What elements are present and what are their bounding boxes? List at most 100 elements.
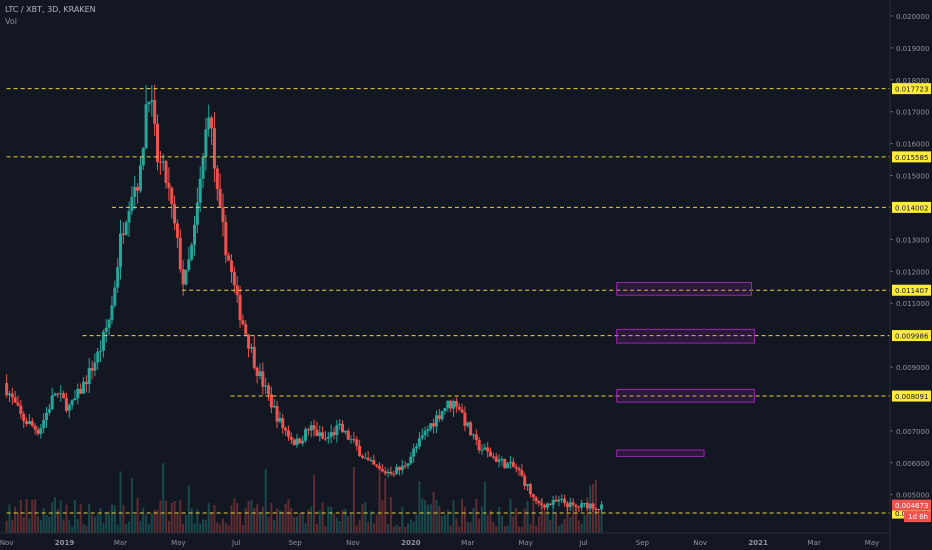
volume-bar: [600, 506, 603, 533]
candle-body: [138, 165, 142, 191]
volume-bar: [381, 500, 384, 533]
volume-bar: [392, 526, 395, 533]
candle-body: [73, 398, 77, 401]
candle-body: [278, 418, 282, 422]
candle-body: [563, 498, 567, 504]
candle-body: [136, 186, 140, 191]
candle-body: [84, 381, 88, 385]
candle-body: [417, 438, 421, 447]
volume-bar: [301, 513, 304, 533]
candle-body: [5, 382, 9, 396]
price-tick-label: 0.017000: [896, 109, 929, 117]
volume-bar: [125, 523, 128, 533]
candle-body: [511, 461, 515, 467]
volume-bar: [233, 498, 236, 533]
candle-body: [375, 464, 379, 467]
candle-body: [526, 484, 530, 486]
candle-body: [104, 327, 108, 332]
candle-body: [62, 393, 66, 399]
volume-bar: [321, 502, 324, 533]
volume-bar: [330, 506, 333, 533]
time-tick-label: Sep: [288, 539, 302, 547]
candle-body: [87, 367, 91, 385]
volume-bar: [130, 478, 133, 533]
volume-bar: [258, 513, 261, 533]
candle-body: [227, 255, 231, 261]
price-tick-label: 0.020000: [896, 13, 929, 21]
candle-body: [565, 503, 569, 508]
candle-body: [543, 504, 547, 508]
candle-body: [372, 460, 376, 465]
candle-body: [460, 409, 464, 413]
candle-body: [412, 448, 416, 457]
volume-bar: [304, 523, 307, 533]
volume-bar: [463, 506, 466, 533]
candle-body: [335, 425, 339, 436]
candle-body: [121, 233, 125, 235]
time-tick-label: Jul: [231, 539, 241, 547]
candle-body: [500, 458, 504, 460]
volume-bar: [512, 516, 515, 533]
volume-bar: [432, 491, 435, 533]
volume-bar: [31, 499, 34, 533]
volume-bar: [65, 504, 68, 533]
candle-body: [178, 237, 182, 270]
volume-bar: [364, 502, 367, 533]
candle-body: [469, 422, 473, 436]
volume-bar: [267, 517, 270, 533]
candle-body: [568, 502, 572, 508]
candle-body: [22, 414, 26, 422]
volume-bar: [469, 522, 472, 533]
candle-body: [341, 423, 345, 433]
volume-bar: [446, 509, 449, 533]
volume-bar: [458, 526, 461, 533]
volume-bar: [187, 485, 190, 533]
zone-box: [616, 388, 755, 403]
candle-body: [269, 394, 273, 408]
current-price-bg: [892, 499, 931, 511]
volume-bar: [452, 500, 455, 533]
volume-bar: [244, 507, 247, 533]
volume-bar: [492, 522, 495, 533]
candle-body: [403, 465, 407, 467]
candle-body: [318, 432, 322, 436]
volume-bar: [45, 515, 48, 533]
level-label-bg: [892, 330, 931, 342]
candle-body: [232, 272, 236, 286]
volume-bar: [449, 525, 452, 533]
candle-body: [528, 484, 532, 495]
volume-bar: [543, 510, 546, 533]
candle-body: [309, 425, 313, 431]
candle-body: [39, 428, 43, 434]
candle-body: [247, 334, 251, 349]
volume-bar: [110, 504, 113, 533]
volume-bar: [59, 500, 62, 533]
volume-bar: [51, 502, 54, 533]
price-tick-label: 0.011000: [896, 300, 929, 308]
candle-body: [42, 420, 46, 429]
volume-bar: [586, 497, 589, 533]
candle-body: [386, 471, 390, 474]
time-tick-label: 2020: [401, 539, 421, 547]
volume-bar: [361, 504, 364, 533]
price-tick-label: 0.015000: [896, 173, 929, 181]
volume-bar: [207, 503, 210, 533]
candle-body: [415, 446, 419, 449]
candle-body: [207, 117, 211, 130]
candle-body: [437, 415, 441, 420]
candle-body: [261, 371, 265, 387]
candle-body: [585, 503, 589, 509]
candle-body: [588, 503, 592, 509]
volume-bar: [332, 513, 335, 533]
level-label: 0.015585: [895, 154, 928, 162]
volume-bar: [184, 515, 187, 533]
price-tick-label: 0.019000: [896, 45, 929, 53]
level-label-bg: [892, 390, 931, 402]
candle-body: [508, 461, 512, 464]
candle-body: [343, 430, 347, 433]
volume-bar: [444, 514, 446, 533]
volume-bar: [142, 507, 145, 533]
volume-bar: [122, 505, 125, 533]
candle-body: [446, 400, 450, 408]
